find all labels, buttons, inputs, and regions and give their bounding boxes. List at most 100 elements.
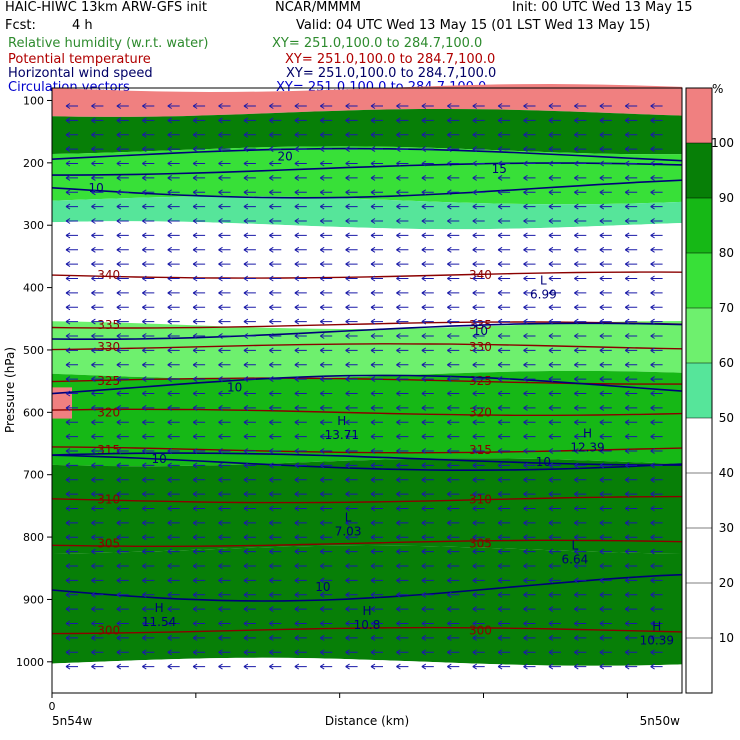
circulation-vector <box>65 376 78 383</box>
circulation-vector <box>472 462 485 469</box>
circulation-vector <box>472 476 485 483</box>
theta-contour-line <box>51 321 683 329</box>
circulation-vector <box>421 505 434 512</box>
circulation-vector <box>167 333 180 339</box>
circulation-vector <box>167 246 180 253</box>
circulation-vector <box>243 131 256 138</box>
circulation-vector <box>574 649 587 656</box>
y-tick-label: 1000 <box>16 656 44 669</box>
circulation-vector <box>624 634 638 641</box>
circulation-vector <box>396 160 409 167</box>
circulation-vector <box>599 289 612 296</box>
circulation-vector <box>294 174 307 181</box>
circulation-vector <box>243 591 256 598</box>
circulation-vector <box>243 203 256 210</box>
circulation-vector <box>472 232 485 239</box>
circulation-vector <box>91 333 104 339</box>
circulation-vector <box>370 663 383 670</box>
circulation-vector <box>91 491 104 498</box>
circulation-vector <box>624 462 638 469</box>
circulation-vector <box>497 189 511 196</box>
circulation-vector <box>167 404 180 411</box>
circulation-vector <box>116 261 129 268</box>
circulation-vector <box>497 606 511 613</box>
circulation-vector <box>574 433 587 440</box>
circulation-vector <box>345 663 358 670</box>
circulation-vector <box>624 491 638 498</box>
circulation-vector <box>142 663 155 670</box>
circulation-vector <box>599 131 612 138</box>
circulation-vector <box>91 448 104 454</box>
circulation-vector <box>91 160 104 167</box>
circulation-vector <box>624 563 638 569</box>
circulation-vector <box>370 146 383 153</box>
circulation-vector <box>548 318 561 325</box>
colorbar-swatch <box>686 88 712 143</box>
circulation-vector <box>91 376 104 383</box>
circulation-vector <box>218 606 231 613</box>
circulation-vector <box>370 577 383 584</box>
circulation-vector <box>523 649 536 656</box>
circulation-vector <box>65 404 78 411</box>
circulation-vector <box>218 246 231 253</box>
circulation-vector <box>142 433 155 440</box>
circulation-vector <box>624 304 638 311</box>
colorbar-tick-label: 10 <box>719 631 734 645</box>
circulation-vector <box>294 103 307 109</box>
circulation-vector <box>294 591 307 598</box>
circulation-vector <box>167 548 180 555</box>
circulation-vector <box>142 419 155 426</box>
circulation-vector <box>142 103 155 109</box>
circulation-vector <box>218 361 231 368</box>
y-tick-label: 700 <box>23 469 44 482</box>
circulation-vector <box>396 376 409 383</box>
circulation-vector <box>624 534 638 541</box>
circulation-vector <box>269 203 282 210</box>
circulation-vector <box>167 117 180 124</box>
circulation-vector <box>447 663 460 670</box>
circulation-vector <box>599 448 612 454</box>
circulation-vector <box>548 275 561 282</box>
circulation-vector <box>447 476 460 483</box>
circulation-vector <box>142 548 155 555</box>
colorbar-tick-label: 20 <box>719 576 734 590</box>
circulation-vector <box>523 218 536 224</box>
circulation-vector <box>345 333 358 339</box>
circulation-vector <box>447 433 460 440</box>
circulation-vector <box>599 318 612 325</box>
legend-theta-label: Potential temperature <box>8 52 151 67</box>
circulation-vector <box>624 376 638 383</box>
circulation-vector <box>396 117 409 124</box>
circulation-vector <box>650 289 663 296</box>
circulation-vector <box>447 117 460 124</box>
circulation-vector <box>548 519 561 526</box>
circulation-vector <box>192 131 206 138</box>
circulation-vector <box>421 433 434 440</box>
circulation-vector <box>91 649 104 656</box>
circulation-vector <box>294 289 307 296</box>
circulation-vector <box>548 347 561 354</box>
circulation-vector <box>472 347 485 354</box>
circulation-vector <box>167 462 180 469</box>
legend-theta-xy: XY= 251.0,100.0 to 284.7,100.0 <box>285 52 496 67</box>
circulation-vector <box>370 620 383 627</box>
circulation-vector <box>497 649 511 656</box>
circulation-vector <box>574 232 587 239</box>
circulation-vector <box>192 505 206 512</box>
extremum-kind: H <box>362 604 371 618</box>
extremum-value: 6.64 <box>562 553 589 567</box>
circulation-vector <box>624 505 638 512</box>
circulation-vector <box>548 232 561 239</box>
circulation-vector <box>116 634 129 641</box>
circulation-vector <box>574 476 587 483</box>
circulation-vector <box>548 246 561 253</box>
circulation-vector <box>116 189 129 196</box>
circulation-vector <box>192 146 206 153</box>
circulation-vector <box>523 591 536 598</box>
circulation-vector <box>370 361 383 368</box>
circulation-vector <box>65 218 78 224</box>
circulation-vector <box>548 505 561 512</box>
circulation-vector <box>447 376 460 383</box>
circulation-vector <box>294 160 307 167</box>
circulation-vector <box>192 333 206 339</box>
